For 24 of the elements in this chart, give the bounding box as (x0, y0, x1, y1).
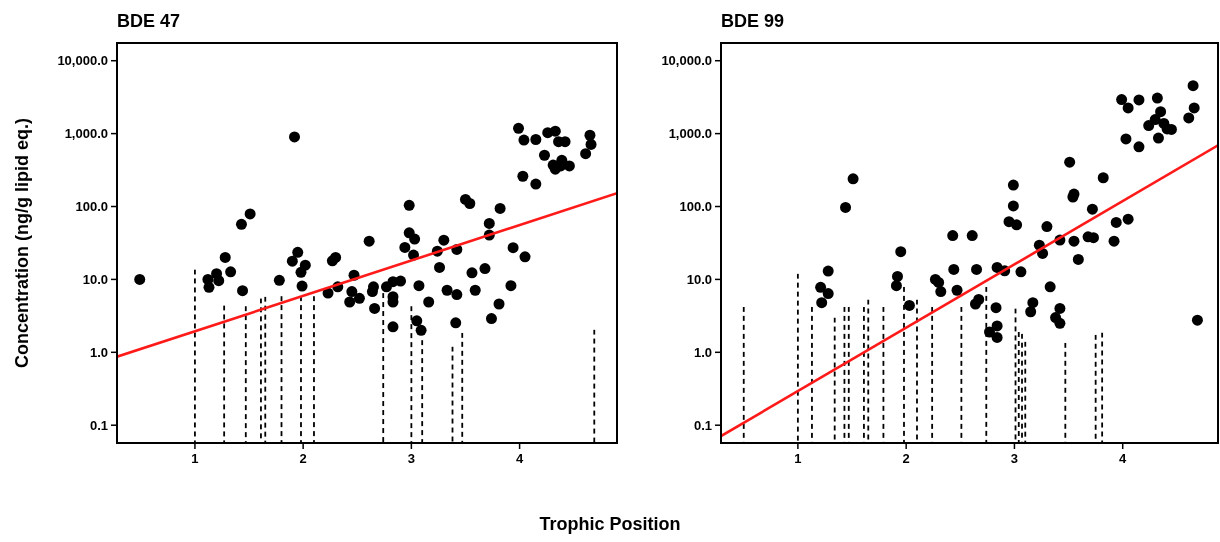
y-tick-label: 0.1 (89, 417, 108, 433)
y-tick-label: 100.0 (679, 199, 712, 215)
x-tick-label: 4 (515, 451, 524, 466)
x-tick-label: 2 (902, 451, 910, 466)
x-tick-label: 4 (1119, 451, 1128, 466)
x-axis-title: Trophic Position (539, 514, 681, 534)
y-tick-label: 100.0 (75, 199, 108, 215)
y-tick-label: 1.0 (89, 344, 108, 360)
x-tick-label: 1 (191, 451, 199, 466)
chart-title: BDE 99 (721, 11, 785, 31)
x-tick-label: 1 (794, 451, 802, 466)
x-tick-label: 3 (1010, 451, 1019, 466)
x-tick-label: 2 (299, 451, 307, 466)
y-tick-label: 1.0 (693, 344, 712, 360)
y-tick-label: 0.1 (693, 417, 712, 433)
y-axis-title: Concentration (ng/g lipid eq.) (12, 118, 32, 368)
y-tick-label: 1,000.0 (668, 126, 712, 142)
y-tick-label: 10.0 (686, 271, 712, 287)
y-tick-label: 1,000.0 (64, 126, 108, 142)
y-tick-label: 10,000.0 (661, 53, 712, 69)
x-tick-label: 3 (407, 451, 415, 466)
y-tick-label: 10.0 (82, 271, 108, 287)
chart-title: BDE 47 (117, 11, 181, 31)
y-tick-label: 10,000.0 (57, 53, 108, 69)
